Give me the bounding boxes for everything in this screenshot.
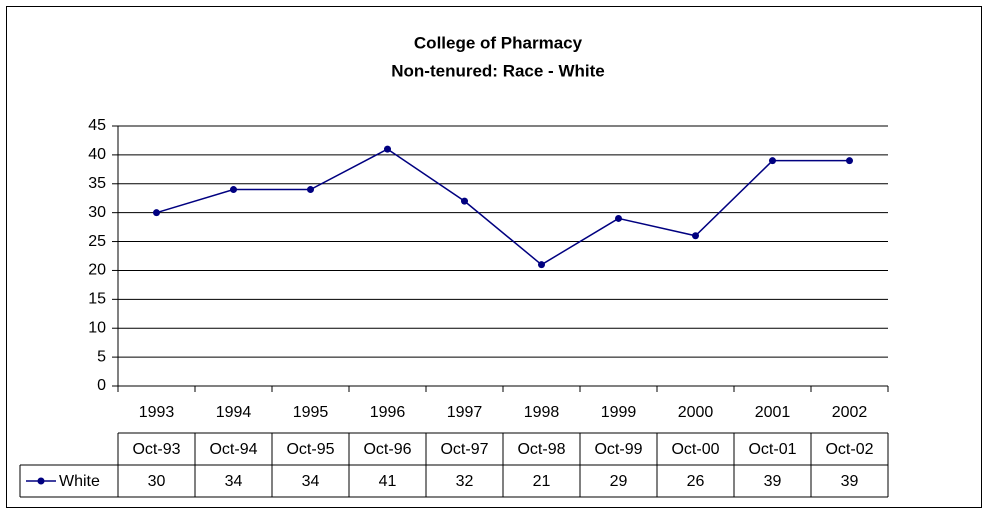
table-header: Oct-96 (363, 441, 411, 458)
table-value: 34 (225, 473, 243, 490)
legend-label: White (59, 473, 100, 490)
table-value: 21 (533, 473, 551, 490)
table-header: Oct-01 (748, 441, 796, 458)
y-tick-label: 30 (88, 204, 106, 221)
point (615, 214, 622, 222)
x-tick-label: 1998 (524, 404, 560, 421)
table-header: Oct-00 (671, 441, 719, 458)
x-tick-label: 2001 (755, 404, 791, 421)
table-header: Oct-94 (209, 441, 257, 458)
y-tick-label: 45 (88, 117, 106, 134)
y-tick-label: 15 (88, 291, 106, 308)
x-tick-label: 1999 (601, 404, 637, 421)
point (384, 145, 391, 153)
table-header: Oct-95 (286, 441, 334, 458)
x-tick-label: 1993 (139, 404, 175, 421)
table-value: 39 (764, 473, 782, 490)
y-tick-label: 40 (88, 146, 106, 163)
point (769, 157, 776, 165)
point (461, 197, 468, 205)
table-header: Oct-98 (517, 441, 565, 458)
table-value: 32 (456, 473, 474, 490)
table-value: 34 (302, 473, 320, 490)
point (692, 232, 699, 240)
table-value: 39 (841, 473, 859, 490)
point (538, 261, 545, 269)
table-header: Oct-93 (132, 441, 180, 458)
table-header: Oct-97 (440, 441, 488, 458)
point (307, 186, 314, 194)
point (230, 186, 237, 194)
x-tick-label: 2002 (832, 404, 868, 421)
chart-title: College of Pharmacy (414, 33, 583, 52)
table-header: Oct-02 (825, 441, 873, 458)
table-value: 41 (379, 473, 397, 490)
chart-border (6, 6, 982, 508)
series-line (156, 148, 850, 266)
table-value: 26 (687, 473, 705, 490)
table-header: Oct-99 (594, 441, 642, 458)
table-value: 29 (610, 473, 628, 490)
point (846, 157, 853, 165)
table-value: 30 (148, 473, 166, 490)
legend-marker (37, 477, 45, 485)
chart-subtitle: Non-tenured: Race - White (391, 61, 604, 80)
x-tick-label: 1994 (216, 404, 252, 421)
y-tick-label: 5 (97, 348, 106, 365)
y-tick-label: 10 (88, 319, 106, 336)
x-tick-label: 2000 (678, 404, 714, 421)
y-tick-label: 35 (88, 175, 106, 192)
y-tick-label: 20 (88, 262, 106, 279)
x-tick-label: 1997 (447, 404, 483, 421)
y-tick-label: 25 (88, 233, 106, 250)
x-tick-label: 1996 (370, 404, 406, 421)
y-tick-label: 0 (97, 377, 106, 394)
x-tick-label: 1995 (293, 404, 329, 421)
point (153, 209, 160, 217)
